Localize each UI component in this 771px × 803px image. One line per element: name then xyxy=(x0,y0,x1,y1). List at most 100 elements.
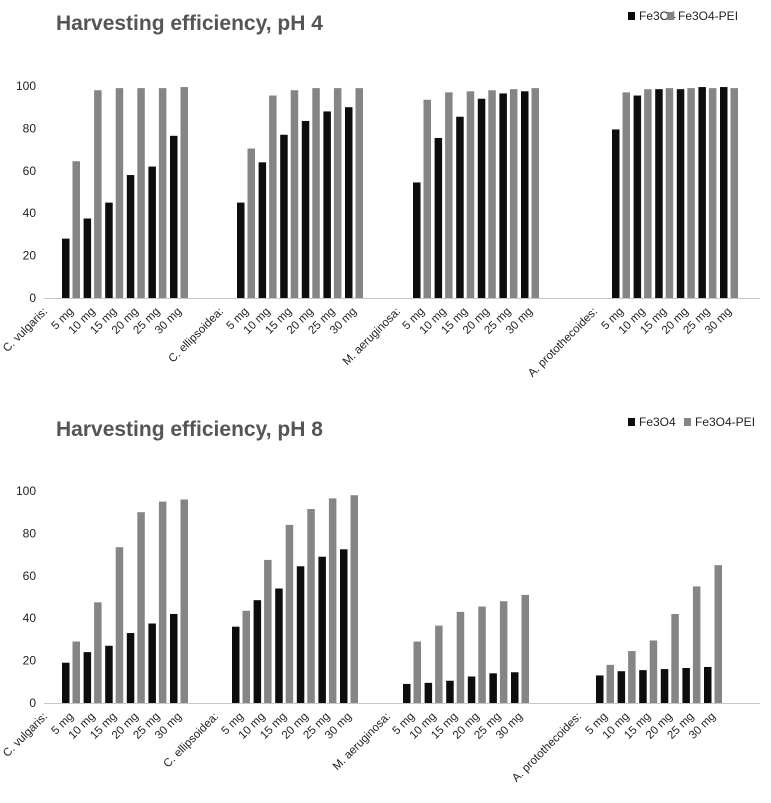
bar-fe3o4-pei xyxy=(158,501,167,703)
y-tick-label: 40 xyxy=(23,206,37,220)
legend-swatch-fe3o4-pei xyxy=(667,12,674,20)
bar-fe3o4 xyxy=(83,218,92,298)
bar-fe3o4 xyxy=(521,91,529,298)
bar-fe3o4 xyxy=(704,666,712,703)
bar-fe3o4 xyxy=(148,623,156,703)
bar-fe3o4 xyxy=(698,87,706,298)
bar-fe3o4-pei xyxy=(692,586,701,703)
bar-fe3o4 xyxy=(424,682,433,703)
bar-fe3o4 xyxy=(511,672,519,703)
legend-swatch-fe3o4 xyxy=(628,12,635,20)
chart-title: Harvesting efficiency, pH 4 xyxy=(56,12,323,35)
y-tick-label: 80 xyxy=(23,526,37,540)
bar-fe3o4-pei xyxy=(714,565,722,703)
bar-fe3o4-pei xyxy=(115,547,124,703)
bar-fe3o4 xyxy=(105,202,113,298)
y-tick-label: 20 xyxy=(23,654,37,668)
bar-fe3o4 xyxy=(62,238,70,298)
bar-fe3o4-pei xyxy=(94,90,102,299)
bar-fe3o4-pei xyxy=(687,88,695,299)
bar-fe3o4 xyxy=(596,675,604,703)
bar-fe3o4-pei xyxy=(328,498,337,703)
bar-fe3o4 xyxy=(676,89,685,299)
bar-fe3o4 xyxy=(617,671,626,703)
bar-fe3o4 xyxy=(318,556,326,703)
bar-fe3o4-pei xyxy=(180,87,188,298)
bar-fe3o4 xyxy=(170,135,178,298)
bar-fe3o4-pei xyxy=(72,161,80,298)
legend-swatch-fe3o4-pei xyxy=(684,418,691,426)
bar-fe3o4-pei xyxy=(665,88,674,299)
bar-fe3o4 xyxy=(639,670,647,703)
bar-fe3o4 xyxy=(148,166,156,298)
bar-fe3o4-pei xyxy=(290,90,299,299)
bar-fe3o4 xyxy=(403,683,411,703)
bar-fe3o4 xyxy=(345,107,353,298)
legend-label-fe3o4-pei: Fe3O4-PEI xyxy=(695,415,755,429)
y-tick-label: 20 xyxy=(23,249,37,263)
bar-fe3o4 xyxy=(83,652,92,703)
bar-fe3o4 xyxy=(296,566,305,703)
bar-fe3o4 xyxy=(105,645,113,703)
x-species-label: C. vulgaris: xyxy=(1,711,50,760)
bar-fe3o4 xyxy=(323,111,331,298)
bar-fe3o4-pei xyxy=(180,499,188,703)
bar-fe3o4-pei xyxy=(445,92,453,298)
y-tick-label: 60 xyxy=(23,569,37,583)
bar-fe3o4-pei xyxy=(285,524,294,703)
bar-fe3o4 xyxy=(612,129,620,298)
y-tick-label: 60 xyxy=(23,164,37,178)
bar-fe3o4-pei xyxy=(423,99,431,298)
bar-fe3o4-pei xyxy=(521,594,529,703)
bar-fe3o4-pei xyxy=(509,89,518,299)
x-species-label: C. vulgaris: xyxy=(1,306,50,355)
bar-fe3o4-pei xyxy=(247,148,255,298)
bar-fe3o4 xyxy=(232,626,240,703)
bar-fe3o4-pei xyxy=(269,95,277,298)
y-tick-label: 80 xyxy=(23,121,37,135)
bar-fe3o4 xyxy=(301,120,310,298)
bar-fe3o4 xyxy=(275,588,283,703)
chart-2: Harvesting efficiency, pH 8 Fe3O4 Fe3O4-PE… xyxy=(1,415,760,785)
bar-fe3o4 xyxy=(682,668,690,703)
bar-fe3o4 xyxy=(655,89,663,299)
bar-fe3o4-pei xyxy=(628,651,636,703)
bar-fe3o4-pei xyxy=(606,664,614,703)
bar-fe3o4-pei xyxy=(466,91,475,298)
bar-fe3o4-pei xyxy=(478,606,486,703)
bar-fe3o4-pei xyxy=(708,88,717,299)
bar-fe3o4 xyxy=(434,137,443,298)
bar-fe3o4-pei xyxy=(531,88,539,299)
bar-fe3o4-pei xyxy=(158,88,167,299)
bar-fe3o4 xyxy=(340,549,348,703)
bar-fe3o4-pei xyxy=(350,495,358,703)
bar-fe3o4 xyxy=(633,95,642,298)
chart-title: Harvesting efficiency, pH 8 xyxy=(56,418,323,441)
bar-fe3o4 xyxy=(170,613,178,703)
bar-fe3o4 xyxy=(660,669,669,703)
bar-fe3o4 xyxy=(446,680,454,703)
x-species-label: A. protothecoides: xyxy=(526,306,600,380)
bar-fe3o4 xyxy=(280,134,288,298)
bar-fe3o4-pei xyxy=(456,611,465,703)
bar-fe3o4-pei xyxy=(94,602,102,703)
bar-fe3o4-pei xyxy=(622,92,630,298)
y-tick-label: 100 xyxy=(16,484,36,498)
bar-fe3o4-pei xyxy=(137,512,145,703)
y-tick-label: 0 xyxy=(29,291,36,305)
bar-fe3o4 xyxy=(237,202,245,298)
bar-fe3o4-pei xyxy=(307,509,315,703)
bar-fe3o4-pei xyxy=(333,88,342,299)
bar-fe3o4-pei xyxy=(137,88,145,299)
bar-fe3o4 xyxy=(258,162,267,298)
y-tick-label: 40 xyxy=(23,611,37,625)
bar-fe3o4 xyxy=(456,116,464,299)
bar-fe3o4-pei xyxy=(435,625,443,703)
y-tick-label: 0 xyxy=(29,696,36,710)
bar-fe3o4-pei xyxy=(242,610,250,703)
bar-fe3o4-pei xyxy=(413,641,421,703)
bar-fe3o4 xyxy=(499,93,507,298)
legend-swatch-fe3o4 xyxy=(628,418,635,426)
legend-label-fe3o4-pei: Fe3O4-PEI xyxy=(678,9,738,23)
bar-fe3o4 xyxy=(126,175,135,298)
